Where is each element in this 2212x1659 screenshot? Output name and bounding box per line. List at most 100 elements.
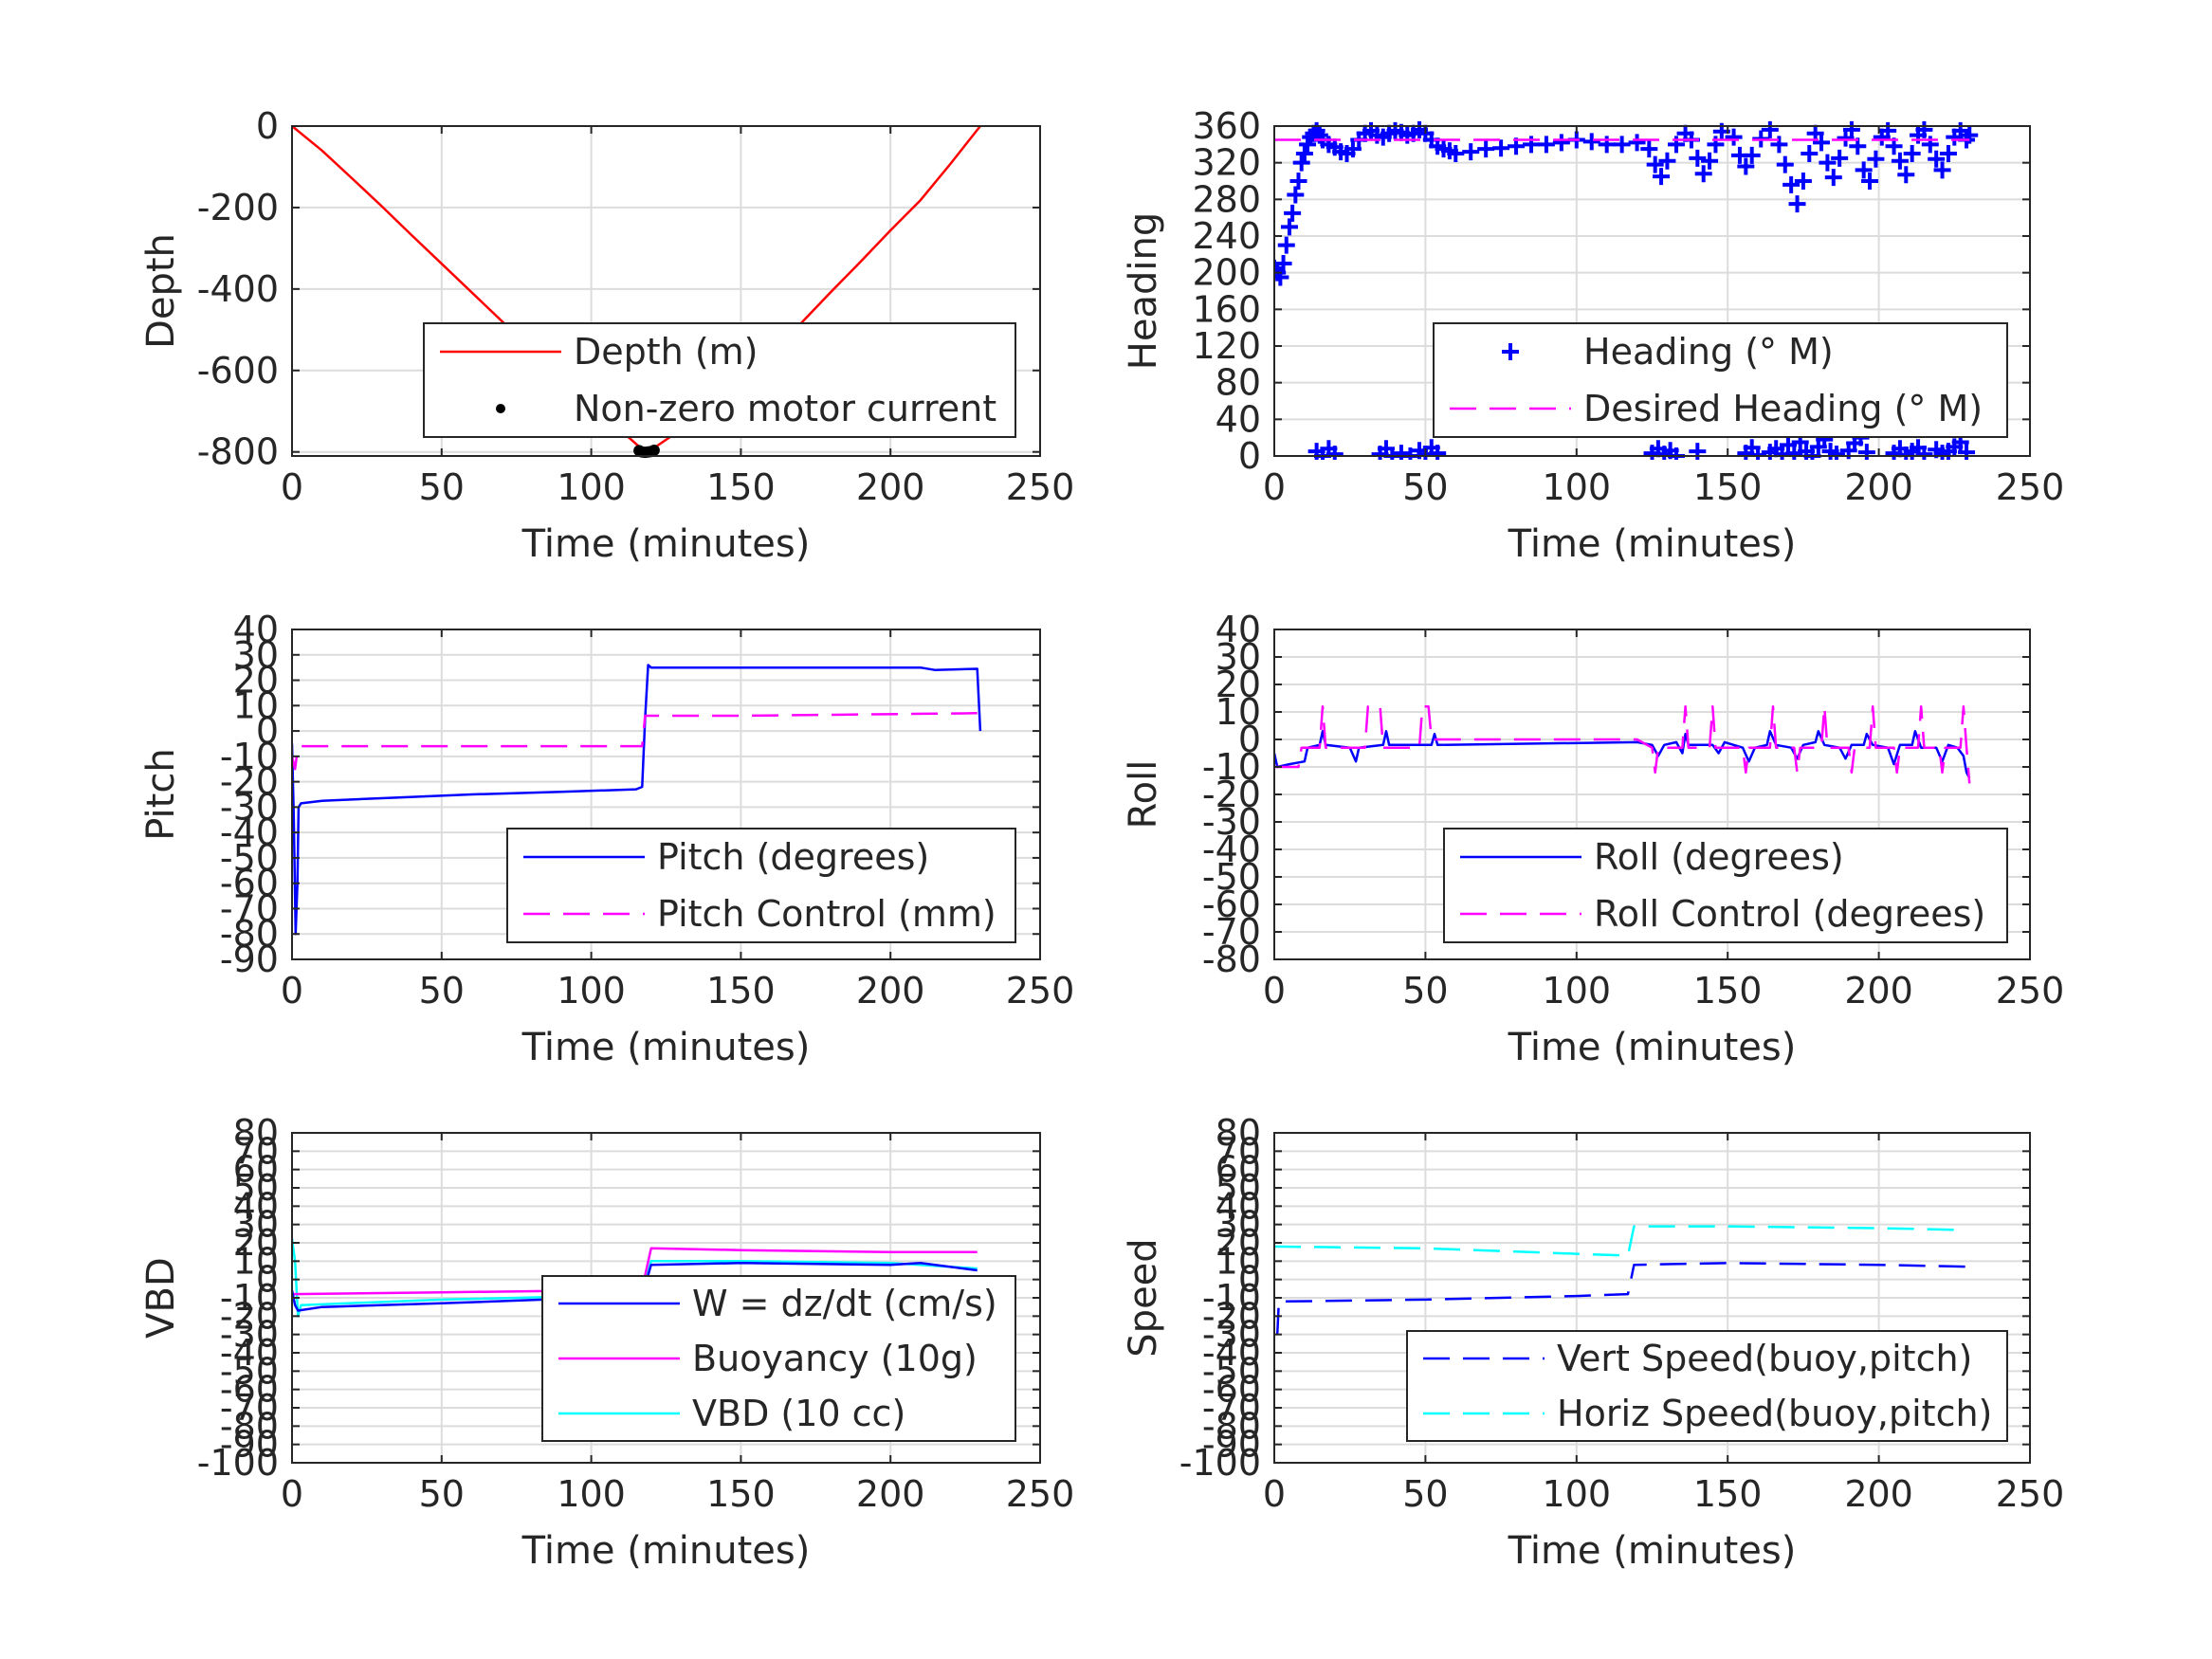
series-marker <box>1855 161 1873 179</box>
series-marker <box>1477 140 1495 158</box>
x-tick-label: 50 <box>1402 466 1448 508</box>
y-tick-label: 20 <box>1216 664 1261 705</box>
legend-box <box>423 322 1016 438</box>
series-line <box>1275 1262 1967 1335</box>
y-tick-label: 0 <box>256 105 279 147</box>
y-tick-label: -10 <box>220 736 279 777</box>
y-tick-label: 0 <box>1238 435 1261 477</box>
y-tick-label: -20 <box>1202 1295 1261 1337</box>
y-tick-label: -30 <box>220 1314 279 1356</box>
series-marker <box>1694 165 1712 183</box>
x-tick-label: 250 <box>1006 1473 1075 1515</box>
y-tick-label: -40 <box>1202 1332 1261 1374</box>
series-marker <box>1824 169 1842 187</box>
x-tick-label: 0 <box>281 1473 303 1515</box>
y-tick-label: -20 <box>1202 774 1261 815</box>
x-tick-label: 0 <box>1263 466 1286 508</box>
series-marker <box>1689 149 1707 167</box>
series-marker <box>1658 152 1676 170</box>
x-tick-label: 50 <box>1402 1473 1448 1515</box>
y-tick-label: 0 <box>1238 719 1261 760</box>
y-axis-label: VBD <box>139 1257 183 1339</box>
y-tick-label: -40 <box>220 1332 279 1374</box>
series-marker <box>1280 218 1298 236</box>
series-marker <box>1653 168 1671 186</box>
series-marker <box>1284 204 1302 222</box>
series-marker <box>1743 146 1761 164</box>
legend-label: Depth (m) <box>574 331 759 373</box>
series-marker <box>1891 152 1909 170</box>
x-tick-label: 100 <box>557 466 626 508</box>
x-tick-label: 100 <box>1543 466 1612 508</box>
y-tick-label: -100 <box>1179 1442 1261 1484</box>
x-tick-label: 0 <box>1263 1473 1286 1515</box>
legend: W = dz/dt (cm/s) Buoyancy (10g) VBD (10 cc… <box>541 1275 1016 1442</box>
series-marker <box>1827 446 1845 460</box>
y-tick-label: 0 <box>256 710 279 752</box>
y-tick-label: 0 <box>256 1259 279 1301</box>
y-tick-label: 40 <box>1216 1185 1261 1227</box>
y-tick-label: 50 <box>1216 1167 1261 1209</box>
y-tick-label: -30 <box>220 786 279 828</box>
x-tick-label: 150 <box>706 1473 776 1515</box>
y-tick-label: 10 <box>1216 691 1261 733</box>
legend-swatch <box>496 404 505 413</box>
legend-label: Horiz Speed(buoy,pitch) <box>1557 1393 1992 1434</box>
y-axis-label: Heading <box>1122 212 1165 370</box>
x-tick-label: 100 <box>557 970 626 1012</box>
series-marker <box>1287 186 1305 204</box>
x-axis-label: Time (minutes) <box>1508 1026 1797 1069</box>
y-axis-label: Roll <box>1122 760 1165 830</box>
y-tick-label: -800 <box>197 431 279 473</box>
x-tick-label: 150 <box>706 466 776 508</box>
y-tick-label: -600 <box>197 350 279 392</box>
y-tick-label: -70 <box>1202 1387 1261 1429</box>
y-tick-label: -60 <box>220 863 279 904</box>
x-tick-label: 250 <box>1996 466 2065 508</box>
series-marker <box>1801 145 1819 162</box>
series-marker <box>1915 120 1933 138</box>
x-tick-label: 250 <box>1006 970 1075 1012</box>
x-tick-label: 50 <box>1402 970 1448 1012</box>
x-tick-label: 200 <box>1844 1473 1913 1515</box>
legend-label: W = dz/dt (cm/s) <box>692 1283 997 1324</box>
y-tick-label: -80 <box>220 913 279 955</box>
y-tick-label: 0 <box>1238 1259 1261 1301</box>
y-tick-label: 40 <box>233 609 279 650</box>
x-tick-label: 0 <box>1263 970 1286 1012</box>
series-marker <box>1915 446 1933 460</box>
series-marker <box>1492 139 1510 157</box>
x-axis-label: Time (minutes) <box>521 522 811 566</box>
y-axis-label: Depth <box>139 233 183 349</box>
y-tick-label: 200 <box>1192 252 1261 294</box>
legend-label: Buoyancy (10g) <box>692 1338 978 1379</box>
y-tick-label: 280 <box>1192 178 1261 220</box>
series-marker <box>1958 444 1976 460</box>
series-marker <box>1831 149 1849 167</box>
legend-label: Pitch Control (mm) <box>657 893 996 935</box>
x-tick-label: 0 <box>281 970 303 1012</box>
y-tick-label: -30 <box>1202 801 1261 843</box>
series-marker <box>1552 134 1570 152</box>
x-tick-label: 250 <box>1996 1473 2065 1515</box>
series-marker <box>1879 121 1897 139</box>
series-marker <box>1813 134 1831 152</box>
y-tick-label: -50 <box>220 837 279 879</box>
y-tick-label: -90 <box>1202 1424 1261 1466</box>
series-marker <box>1819 154 1837 172</box>
y-tick-label: 320 <box>1192 142 1261 184</box>
x-tick-label: 250 <box>1006 466 1075 508</box>
x-axis-label: Time (minutes) <box>521 1529 811 1573</box>
series-marker <box>1867 150 1885 168</box>
y-tick-label: 70 <box>1216 1130 1261 1172</box>
series-marker <box>1392 445 1410 460</box>
x-tick-label: 100 <box>557 1473 626 1515</box>
chart-vbd: 0 50 100 150 200 25080706050403020100-10-20-3… <box>139 1112 1074 1573</box>
y-tick-label: -30 <box>1202 1314 1261 1356</box>
legend-label: Roll (degrees) <box>1594 836 1844 878</box>
axes-box <box>291 629 1041 960</box>
y-axis-label: Pitch <box>139 748 183 840</box>
y-tick-label: 60 <box>233 1149 279 1191</box>
y-tick-label: -60 <box>1202 884 1261 925</box>
legend-label: Roll Control (degrees) <box>1594 893 1985 935</box>
